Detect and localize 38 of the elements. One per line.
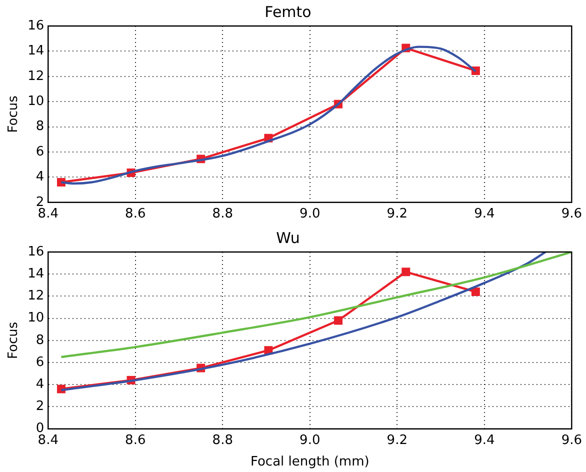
- y-tick-label: 8: [36, 332, 44, 348]
- x-tick-label: 9.4: [474, 206, 495, 222]
- y-tick-label: 12: [28, 288, 44, 304]
- x-tick-label: 8.6: [125, 206, 146, 222]
- y-tick-label: 4: [36, 376, 44, 392]
- x-tick-label: 9.0: [300, 206, 320, 222]
- x-tick-label: 9.6: [561, 206, 582, 222]
- y-axis-title: Focus: [6, 322, 22, 359]
- x-tick-label: 8.4: [38, 206, 58, 222]
- y-tick-label: 2: [36, 399, 44, 414]
- line-series: [60, 252, 572, 358]
- x-tick-label: 8.6: [125, 432, 146, 448]
- y-tick-label: 14: [28, 44, 44, 59]
- point: [471, 288, 480, 296]
- x-tick-label: 9.2: [386, 206, 408, 222]
- y-tick-label: 10: [28, 94, 44, 109]
- y-tick-label: 16: [28, 244, 44, 260]
- x-tick-label: 8.4: [38, 432, 58, 448]
- x-axis-title: Focal length (mm): [250, 454, 370, 470]
- x-tick-label: 8.8: [212, 206, 233, 222]
- y-tick-label: 4: [36, 170, 44, 185]
- x-tick-label: 8.8: [212, 432, 233, 448]
- y-tick-label: 12: [28, 68, 44, 84]
- y-tick-label: 8: [36, 119, 44, 134]
- y-tick-label: 16: [28, 18, 44, 34]
- y-tick-label: 14: [28, 266, 44, 282]
- y-tick-label: 6: [36, 354, 44, 370]
- y-axis-title: Focus: [6, 95, 22, 133]
- y-tick-label: 6: [36, 144, 44, 160]
- x-tick-label: 9.4: [474, 432, 495, 448]
- point: [334, 316, 343, 325]
- point: [402, 268, 410, 276]
- chart-title: Wu: [276, 228, 300, 247]
- x-tick-label: 9.6: [561, 432, 582, 448]
- y-tick-label: 10: [28, 310, 44, 326]
- chart-title: Femto: [264, 2, 312, 21]
- x-tick-label: 9.0: [300, 432, 320, 448]
- x-tick-label: 9.2: [386, 432, 408, 448]
